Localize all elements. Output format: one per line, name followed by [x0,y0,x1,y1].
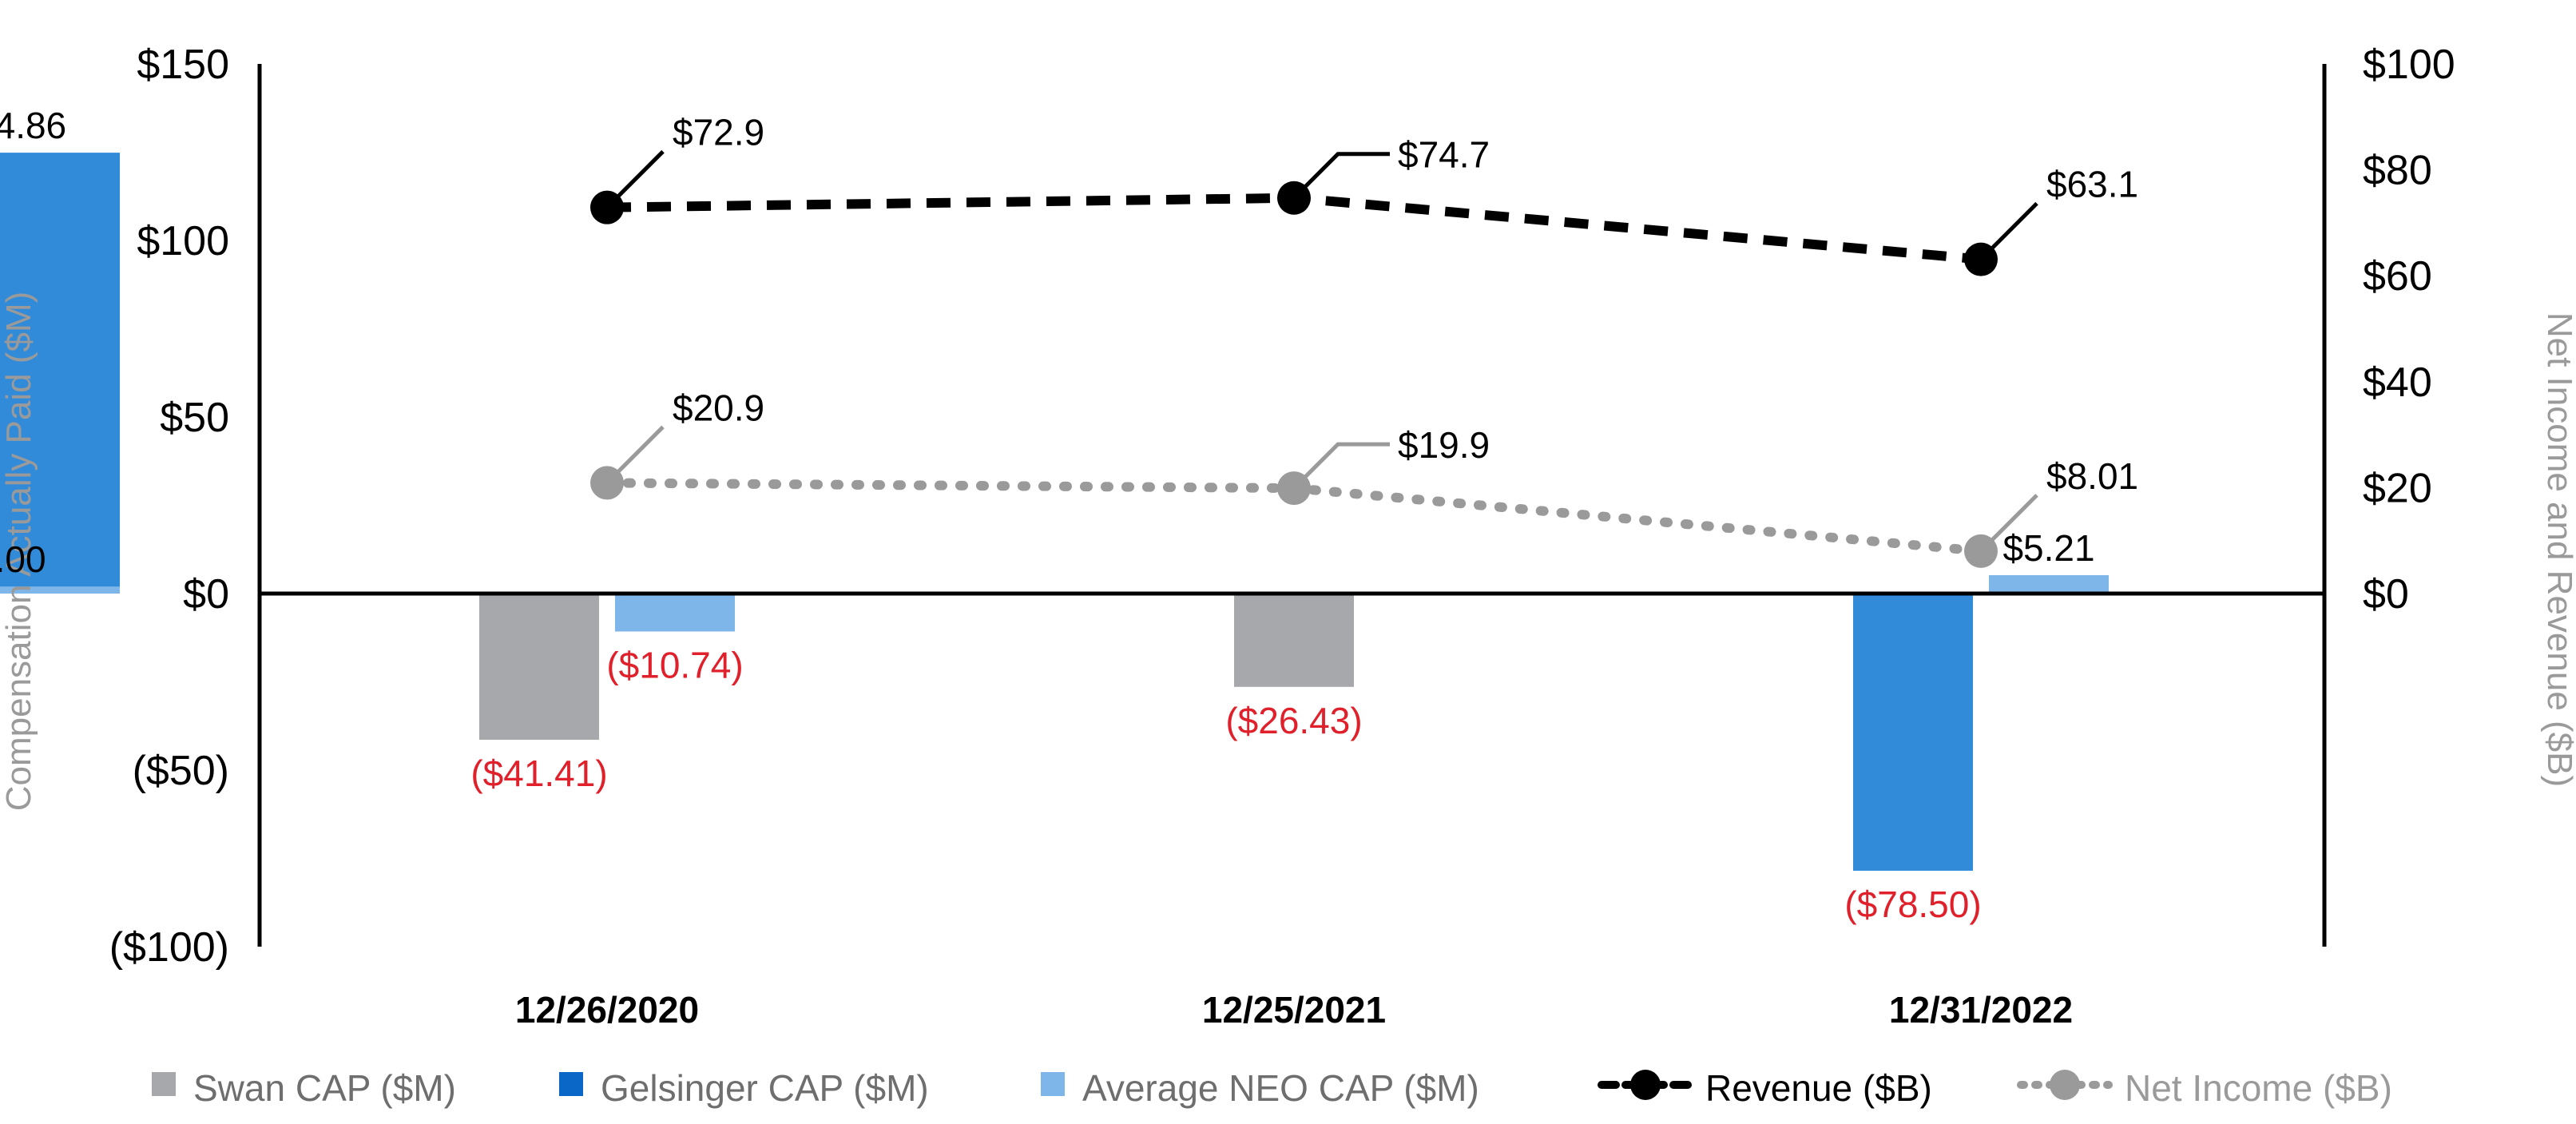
left-tick-label: $150 [137,42,229,88]
line-data-label: $63.1 [2046,164,2138,205]
line-data-label: $19.9 [1398,424,1490,466]
bar-data-label: $124.86 [0,105,66,146]
right-tick-label: $40 [2363,359,2432,406]
bar-2-2 [1989,574,2109,594]
bar-0-0 [479,594,599,741]
legend-label: Gelsinger CAP ($M) [601,1067,929,1109]
leader-0-1 [1292,152,1390,200]
bar-1-1 [0,153,120,594]
left-axis-title: Compensation Actually Paid ($M) [0,292,38,812]
category-label: 12/26/2020 [515,989,699,1031]
category-label: 12/25/2021 [1202,989,1386,1031]
line-data-label: $8.01 [2046,455,2138,497]
left-tick-label: $50 [160,395,229,441]
bar-data-label: ($10.74) [606,644,743,685]
legend-label: Revenue ($B) [1705,1067,1932,1109]
legend-swatch [559,1072,583,1096]
right-tick-label: $20 [2363,465,2432,511]
axes-layer: $150 $100 $50 $0 ($50) ($100) $100 $80 $60 $40 $20… [0,42,2576,1031]
leader-0-2 [1979,201,2038,261]
line-data-label: $74.7 [1398,134,1490,176]
right-tick-label: $100 [2363,42,2455,88]
legend-marker [2050,1070,2080,1100]
bar-data-label: $5.21 [2002,527,2094,569]
legend-label: Swan CAP ($M) [193,1067,456,1109]
bar-data-label: ($41.41) [470,753,607,794]
left-tick-label: ($50) [133,748,229,794]
category-label: 12/31/2022 [1889,989,2073,1031]
labels-layer: ($41.41) ($10.74) ($26.43) $124.86 $2.00 ($78… [0,105,2138,925]
leader-1-1 [1292,442,1390,490]
bar-data-label: ($78.50) [1844,884,1981,925]
leader-0-0 [605,149,665,209]
legend-swatch [152,1072,176,1096]
bar-2-0 [615,594,735,632]
leader-1-0 [605,425,665,485]
bar-0-1 [1234,594,1354,687]
right-tick-label: $0 [2363,571,2409,618]
left-tick-label: ($100) [109,924,229,971]
line-data-label: $72.9 [673,112,764,153]
bar-1-2 [1853,594,1973,871]
lines-layer [590,149,2038,568]
leader-1-2 [1979,494,2038,553]
legend-label: Net Income ($B) [2125,1067,2392,1109]
legend-marker [1630,1070,1661,1100]
line-data-label: $20.9 [673,387,764,428]
legend-label: Average NEO CAP ($M) [1082,1067,1479,1109]
bars-layer [0,153,2109,871]
bar-data-label: ($26.43) [1225,700,1362,741]
left-tick-label: $0 [183,571,229,618]
legend: Swan CAP ($M) Gelsinger CAP ($M) Average N… [152,1067,2392,1109]
bar-data-label: $2.00 [0,538,46,580]
left-tick-label: $100 [137,218,229,264]
right-tick-label: $80 [2363,148,2432,194]
right-axis-title: Net Income and Revenue ($B) [2540,312,2576,787]
legend-swatch [1041,1072,1065,1096]
bar-2-1 [0,586,120,594]
right-tick-label: $60 [2363,253,2432,300]
